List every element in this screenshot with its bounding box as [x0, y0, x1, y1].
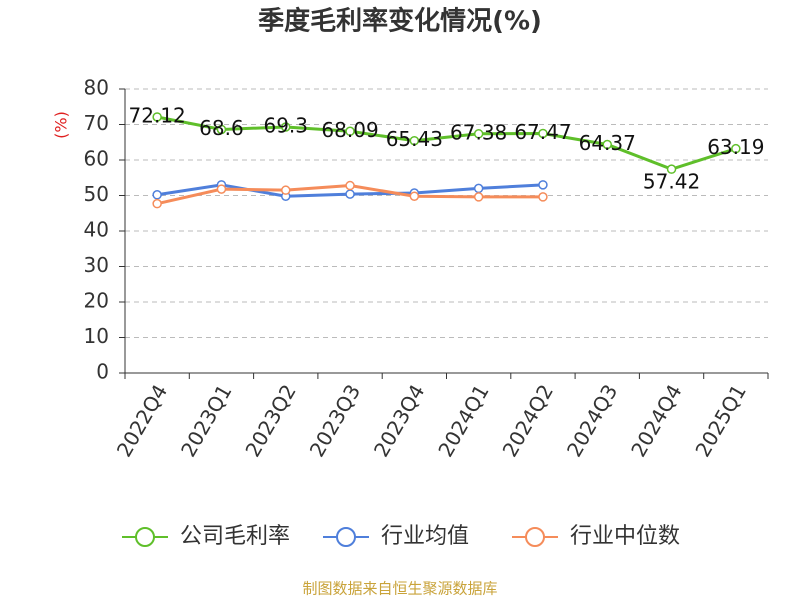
x-tick-label: 2024Q1 — [433, 380, 493, 461]
data-point — [602, 139, 612, 150]
legend-label: 公司毛利率 — [180, 524, 290, 549]
y-tick-label: 30 — [84, 253, 109, 277]
data-point — [473, 183, 484, 194]
data-point — [216, 124, 227, 135]
data-point — [216, 184, 227, 194]
series-line — [156, 115, 737, 171]
data-point — [409, 191, 420, 201]
data-label: 68.09 — [321, 118, 378, 142]
data-label: 65.43 — [386, 127, 443, 151]
data-point — [345, 189, 355, 199]
legend-label: 行业均值 — [381, 524, 469, 549]
y-tick-label: 10 — [84, 324, 109, 348]
data-point — [409, 135, 420, 146]
y-axis-label: (%) — [52, 111, 71, 139]
data-point — [281, 185, 291, 195]
legend-label: 行业中位数 — [570, 524, 680, 549]
legend-marker — [336, 527, 356, 547]
data-point — [538, 128, 548, 139]
y-tick-label: 70 — [84, 111, 109, 135]
y-tick-label: 60 — [84, 147, 109, 171]
data-point — [538, 180, 548, 190]
y-tick-label: 0 — [96, 360, 109, 384]
data-label: 64.37 — [579, 131, 636, 155]
source-note: 制图数据来自恒生聚源数据库 — [302, 580, 497, 598]
legend-marker — [135, 527, 155, 547]
data-label: 67.47 — [514, 120, 571, 144]
data-point — [345, 180, 355, 191]
y-tick-label: 40 — [84, 218, 109, 242]
data-point — [473, 129, 484, 139]
data-label: 69.3 — [263, 113, 308, 137]
x-tick-label: 2024Q3 — [562, 380, 622, 461]
data-point — [152, 112, 162, 122]
data-label: 68.6 — [199, 116, 244, 140]
y-tick-label: 20 — [84, 289, 109, 313]
data-point — [152, 198, 162, 209]
x-tick-label: 2023Q2 — [240, 380, 300, 461]
x-tick-label: 2023Q4 — [369, 380, 429, 461]
x-tick-label: 2025Q1 — [690, 380, 750, 461]
y-tick-label: 50 — [84, 182, 109, 206]
data-point — [666, 164, 677, 174]
x-tick-label: 2024Q2 — [498, 380, 558, 461]
data-point — [152, 190, 162, 200]
data-point — [345, 126, 355, 137]
x-tick-label: 2022Q4 — [112, 380, 172, 461]
data-point — [538, 192, 548, 202]
data-label: 57.42 — [643, 170, 700, 194]
x-tick-label: 2024Q4 — [626, 380, 686, 461]
y-tick-label: 80 — [84, 76, 109, 100]
data-point — [281, 122, 291, 132]
data-label: 72.12 — [129, 103, 186, 127]
data-label: 63.19 — [707, 135, 764, 159]
legend-marker — [525, 527, 545, 547]
data-point — [473, 192, 484, 202]
x-tick-label: 2023Q3 — [305, 380, 365, 461]
x-tick-label: 2023Q1 — [176, 380, 236, 461]
data-point — [731, 143, 741, 154]
data-label: 67.38 — [450, 120, 507, 144]
chart-title: 季度毛利率变化情况(%) — [258, 6, 542, 37]
